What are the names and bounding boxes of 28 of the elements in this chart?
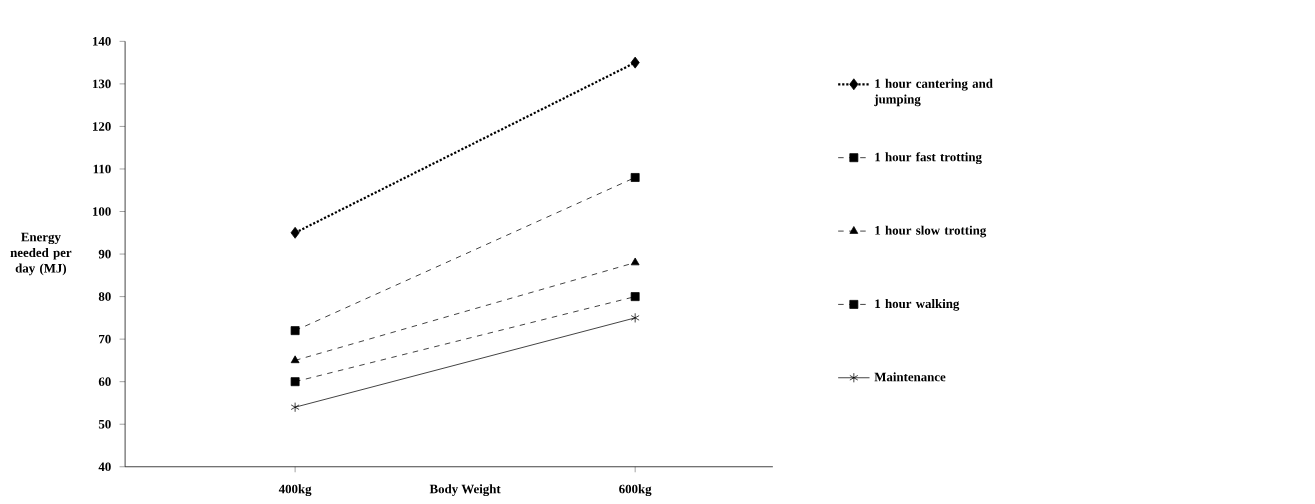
y-axis-title: Energy needed per day (MJ): [10, 233, 72, 276]
y-tick-label: 70: [99, 335, 111, 344]
x-tick-label: 600kg: [619, 484, 652, 497]
y-tick-label: 120: [93, 122, 111, 131]
y-tick-label: 60: [98, 377, 111, 387]
y-tick-label: 40: [98, 462, 111, 472]
legend-label: Maintenance: [874, 372, 946, 382]
y-tick-label: 140: [93, 37, 111, 46]
point: [290, 377, 300, 387]
x-tick-label: 400kg: [278, 484, 312, 497]
point: [290, 227, 300, 239]
point: [630, 313, 640, 324]
y-tick-label: 90: [98, 249, 111, 259]
point: [290, 402, 300, 413]
legend-label: 1 hour cantering and jumping: [874, 79, 993, 107]
point: [290, 326, 300, 336]
legend-label: 1 hour walking: [875, 299, 960, 311]
x-axis-title: Body Weight: [429, 484, 501, 497]
point: [630, 56, 640, 69]
point: [630, 173, 640, 183]
y-tick-label: 80: [98, 292, 111, 302]
point: [630, 292, 640, 302]
legend-label: 1 hour slow trotting: [875, 225, 987, 238]
legend-label: 1 hour fast trotting: [875, 152, 982, 165]
y-tick-label: 110: [93, 164, 111, 174]
y-tick-label: 50: [98, 420, 111, 429]
y-tick-label: 130: [93, 79, 111, 89]
y-tick-label: 100: [93, 207, 111, 217]
